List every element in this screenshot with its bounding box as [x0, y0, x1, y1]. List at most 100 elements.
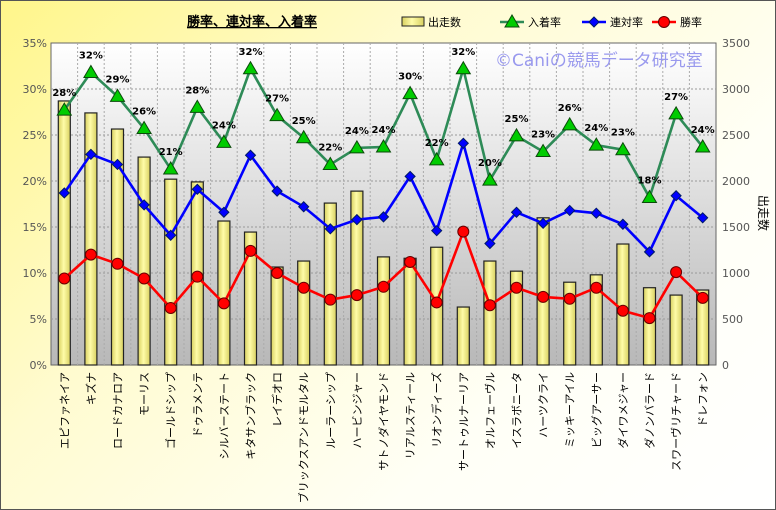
right-tick-label: 2000: [722, 175, 750, 188]
point-quinella-rate: [563, 204, 576, 217]
point-place-rate: [375, 138, 392, 153]
point-win-rate: [696, 291, 709, 304]
point-quinella-rate: [164, 229, 177, 241]
bar-starts: [696, 289, 710, 366]
point-place-rate: [508, 127, 525, 142]
point-quinella-rate: [111, 158, 124, 171]
category-label: スワーヴリチャード: [669, 372, 683, 471]
data-label: 26%: [132, 107, 156, 118]
data-label: 29%: [106, 74, 130, 85]
point-win-rate: [297, 281, 310, 294]
data-label: 27%: [265, 94, 289, 105]
right-tick-label: 500: [722, 313, 743, 326]
left-tick-label: 0%: [30, 359, 47, 372]
data-label: 25%: [292, 116, 316, 127]
category-label: ロードカナロア: [112, 372, 125, 449]
data-label: 25%: [505, 114, 529, 125]
point-place-rate: [349, 139, 365, 154]
point-quinella-rate: [457, 137, 470, 149]
category-label: サトノダイヤモンド: [377, 372, 391, 471]
left-tick-label: 25%: [23, 129, 47, 142]
point-quinella-rate: [351, 213, 363, 226]
point-win-rate: [616, 304, 629, 317]
category-label: ルーラーシップ: [324, 372, 337, 449]
point-win-rate: [164, 301, 177, 314]
point-quinella-rate: [85, 148, 97, 161]
category-label: ドゥラメンテ: [191, 372, 204, 438]
point-quinella-rate: [537, 217, 549, 230]
point-win-rate: [483, 299, 496, 312]
bar-starts: [323, 202, 337, 366]
point-quinella-rate: [588, 16, 600, 28]
point-place-rate: [615, 141, 631, 156]
bar-starts: [110, 128, 125, 366]
point-win-rate: [377, 280, 390, 293]
left-tick-label: 5%: [30, 313, 47, 326]
left-tick-label: 20%: [23, 175, 47, 188]
right-tick-label: 0: [722, 359, 729, 372]
point-win-rate: [350, 289, 363, 302]
point-quinella-rate: [643, 246, 656, 258]
point-quinella-rate: [484, 237, 496, 250]
point-place-rate: [535, 143, 551, 158]
category-label: イスラボニータ: [511, 372, 524, 449]
data-label: 24%: [691, 125, 715, 136]
right-axis-label: 出走数: [756, 195, 771, 231]
data-label: 24%: [212, 120, 236, 131]
right-tick-label: 1500: [722, 221, 750, 234]
point-quinella-rate: [377, 211, 390, 223]
bar-starts: [456, 306, 470, 366]
bar-starts: [243, 231, 258, 366]
category-label: リアルスティール: [404, 372, 417, 459]
point-place-rate: [668, 105, 684, 120]
point-quinella-rate: [670, 190, 682, 202]
point-win-rate: [537, 290, 550, 303]
bar-starts: [84, 112, 98, 366]
category-label: ハービンジャー: [351, 372, 364, 448]
left-tick-label: 30%: [23, 83, 47, 96]
data-label: 20%: [478, 158, 502, 169]
category-label: レイデオロ: [270, 372, 284, 427]
category-label: オルフェーヴル: [483, 372, 497, 449]
point-place-rate: [428, 151, 445, 166]
point-win-rate: [590, 281, 603, 294]
data-label: 18%: [638, 176, 662, 187]
category-label: ビッグアーサー: [589, 372, 603, 448]
data-label: 28%: [185, 85, 209, 96]
point-place-rate: [322, 156, 339, 170]
data-label: 24%: [584, 123, 608, 134]
bar-starts: [137, 156, 151, 366]
data-label: 26%: [558, 103, 582, 114]
point-win-rate: [510, 281, 523, 294]
point-place-rate: [482, 172, 498, 186]
point-win-rate: [244, 244, 257, 257]
bar-starts: [669, 294, 683, 366]
point-place-rate: [295, 129, 312, 144]
point-win-rate: [643, 312, 656, 325]
left-tick-label: 35%: [23, 37, 47, 50]
point-quinella-rate: [244, 149, 257, 161]
point-place-rate: [216, 134, 232, 148]
bar-starts: [589, 274, 603, 366]
category-label: ブリックスアンドモルタル: [297, 372, 311, 503]
data-label: 32%: [451, 47, 475, 58]
category-label: ダノンバラード: [643, 372, 657, 449]
point-win-rate: [404, 255, 417, 268]
point-quinella-rate: [58, 187, 71, 199]
bar-starts: [164, 178, 178, 366]
point-place-rate: [136, 120, 152, 135]
category-label: ドレフォン: [697, 372, 710, 427]
point-win-rate: [191, 270, 204, 283]
point-quinella-rate: [617, 218, 629, 230]
point-quinella-rate: [297, 201, 310, 213]
data-label: 28%: [52, 88, 76, 99]
legend-swatch-bar: [401, 16, 425, 27]
bar-starts: [376, 256, 391, 366]
right-tick-label: 3500: [722, 37, 750, 50]
right-tick-label: 3000: [722, 83, 750, 96]
data-label: 24%: [345, 126, 369, 137]
point-place-rate: [83, 64, 99, 78]
data-label: 23%: [611, 128, 635, 139]
bar-starts: [483, 260, 497, 366]
